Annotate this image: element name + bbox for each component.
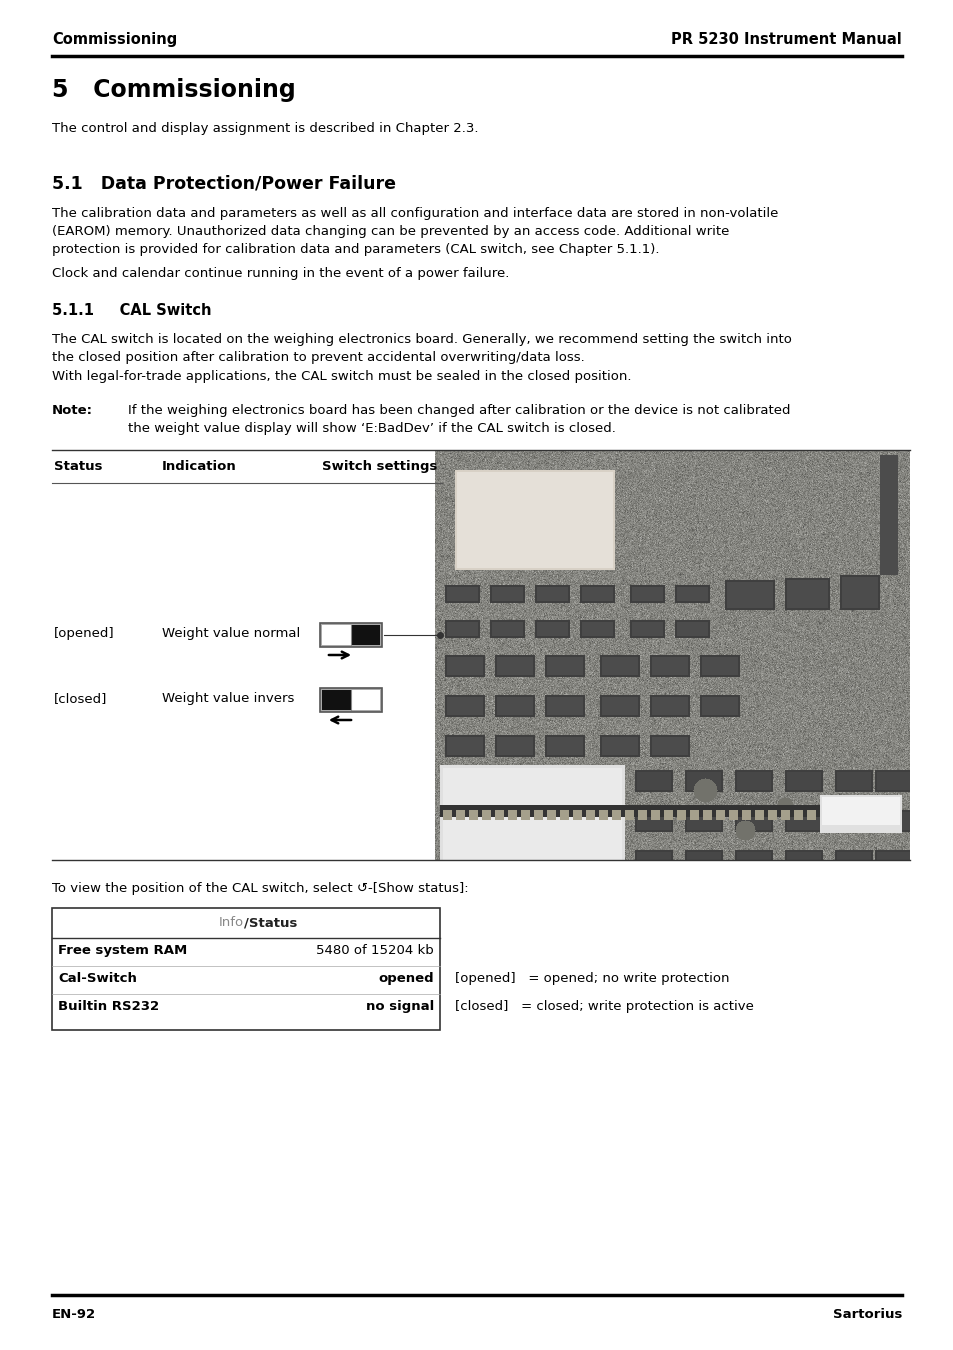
Text: The control and display assignment is described in Chapter 2.3.: The control and display assignment is de… [52,122,478,135]
Text: Weight value normal: Weight value normal [162,626,300,640]
Text: Indication: Indication [162,460,236,472]
Text: no signal: no signal [365,1000,434,1012]
Text: With legal-for-trade applications, the CAL switch must be sealed in the closed p: With legal-for-trade applications, the C… [52,370,631,383]
Text: Clock and calendar continue running in the event of a power failure.: Clock and calendar continue running in t… [52,267,509,279]
Text: [closed]   = closed; write protection is active: [closed] = closed; write protection is a… [455,1000,753,1012]
Text: Info: Info [218,917,244,929]
Text: The calibration data and parameters as well as all configuration and interface d: The calibration data and parameters as w… [52,207,778,256]
Bar [319,688,381,711]
Text: Cal-Switch: Cal-Switch [58,972,136,986]
Text: Weight value invers: Weight value invers [162,693,294,705]
Text: [opened]: [opened] [54,626,114,640]
Text: Commissioning: Commissioning [52,32,177,47]
Bar [319,622,381,647]
Text: Status: Status [54,460,102,472]
Text: Builtin RS232: Builtin RS232 [58,1000,159,1012]
Text: [opened]   = opened; no write protection: [opened] = opened; no write protection [455,972,729,986]
Text: 5   Commissioning: 5 Commissioning [52,78,295,103]
Text: 5.1.1     CAL Switch: 5.1.1 CAL Switch [52,302,212,319]
Bar [322,690,351,710]
Bar [351,625,379,645]
Text: Note:: Note: [52,404,92,417]
Bar [322,625,351,645]
Text: 5480 of 15204 kb: 5480 of 15204 kb [315,944,434,957]
Text: [closed]: [closed] [54,693,108,705]
Bar [52,909,439,1030]
Text: Switch settings: Switch settings [322,460,436,472]
Bar [351,690,379,710]
Text: /Status: /Status [244,917,297,929]
Text: Free system RAM: Free system RAM [58,944,187,957]
Text: To view the position of the CAL switch, select ↺-[Show status]:: To view the position of the CAL switch, … [52,882,468,895]
Text: If the weighing electronics board has been changed after calibration or the devi: If the weighing electronics board has be… [128,404,790,435]
Text: EN-92: EN-92 [52,1308,96,1322]
Text: Sartorius: Sartorius [832,1308,901,1322]
Text: The CAL switch is located on the weighing electronics board. Generally, we recom: The CAL switch is located on the weighin… [52,333,791,364]
Text: opened: opened [378,972,434,986]
Text: 5.1   Data Protection/Power Failure: 5.1 Data Protection/Power Failure [52,176,395,193]
Text: PR 5230 Instrument Manual: PR 5230 Instrument Manual [671,32,901,47]
